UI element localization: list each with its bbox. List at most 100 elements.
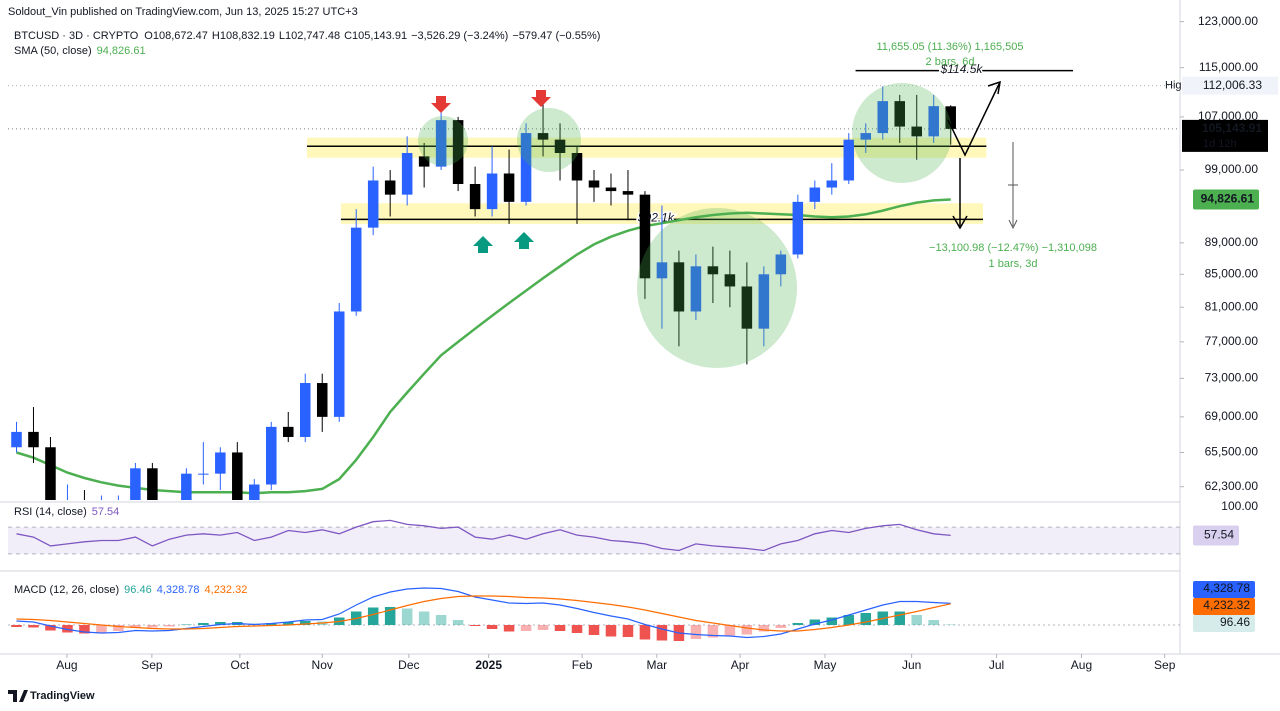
macd-histogram bbox=[571, 625, 583, 633]
candle-body bbox=[249, 484, 260, 500]
sma-box-label: 94,826.61 bbox=[1201, 192, 1255, 206]
macd-box bbox=[1193, 598, 1255, 615]
macd-box bbox=[1193, 581, 1255, 598]
x-tick-label: Feb bbox=[572, 658, 593, 672]
signal-value: 4,232.32 bbox=[205, 584, 248, 596]
macd-histogram bbox=[401, 608, 413, 625]
y-tick-label: 123,000.00 bbox=[1198, 14, 1258, 28]
macd-histogram bbox=[605, 625, 617, 637]
candle-body bbox=[826, 180, 838, 188]
publisher: Soldout_Vin published on TradingView.com… bbox=[8, 6, 358, 18]
x-tick-label: May bbox=[814, 658, 837, 672]
rsi-band bbox=[8, 527, 1180, 554]
price-box bbox=[1182, 119, 1268, 152]
macd-histogram bbox=[537, 625, 549, 630]
price-box-tag: 1d 12h bbox=[1203, 138, 1237, 150]
candle-body bbox=[266, 426, 277, 485]
macd-histogram bbox=[28, 625, 39, 628]
high: H108,832.19 bbox=[212, 30, 275, 42]
macd-histogram bbox=[486, 625, 498, 629]
x-tick-label: 2025 bbox=[475, 658, 502, 672]
candle-body bbox=[435, 120, 447, 167]
candle-body bbox=[537, 133, 549, 140]
macd-histogram bbox=[826, 617, 838, 625]
macd-histogram bbox=[622, 625, 634, 637]
symbol-line: BTCUSD · 3D · CRYPTO O108,672.47 H108,832.… bbox=[14, 30, 600, 42]
candle-body bbox=[130, 468, 141, 500]
x-tick-label: Jul bbox=[989, 658, 1004, 672]
macd-histogram bbox=[520, 625, 532, 631]
candle-body bbox=[945, 106, 956, 129]
x-tick-label: Dec bbox=[398, 658, 419, 672]
symbol: BTCUSD · 3D · CRYPTO bbox=[14, 30, 139, 42]
change: −3,526.29 (−3.24%) bbox=[411, 30, 508, 42]
x-tick-label: Aug bbox=[1071, 658, 1092, 672]
candle-body bbox=[452, 120, 464, 184]
macd-histogram bbox=[45, 625, 56, 631]
arrow-head bbox=[1008, 219, 1018, 230]
macd-histogram bbox=[367, 607, 379, 625]
macd-histogram bbox=[435, 615, 447, 625]
y-tick-label: 89,000.00 bbox=[1205, 235, 1259, 249]
rsi-value: 57.54 bbox=[92, 506, 120, 518]
candle-body bbox=[232, 452, 243, 500]
candle-body bbox=[656, 262, 668, 279]
candle-body bbox=[860, 133, 872, 140]
candle-body bbox=[758, 274, 770, 329]
macd-histogram bbox=[11, 625, 22, 627]
down-arrow bbox=[531, 90, 551, 107]
sma-legend: SMA (50, close) 94,826.61 bbox=[14, 45, 146, 57]
macd-hist-value: 96.46 bbox=[124, 584, 152, 596]
macd-histogram bbox=[147, 625, 158, 628]
header: Soldout_Vin published on TradingView.com… bbox=[8, 6, 600, 596]
macd-box-label: 4,232.32 bbox=[1203, 598, 1250, 612]
macd-histogram bbox=[741, 625, 753, 635]
candle-body bbox=[571, 152, 583, 181]
arrow-head bbox=[987, 80, 1001, 95]
macd-histogram bbox=[384, 607, 396, 625]
macd-histogram bbox=[215, 622, 226, 625]
price-box-label: 112,006.33 bbox=[1203, 78, 1262, 92]
rsi-pane bbox=[8, 519, 1180, 555]
macd-histogram bbox=[62, 625, 73, 633]
candle-body bbox=[928, 106, 939, 137]
x-tick-label: Sep bbox=[1154, 658, 1176, 672]
macd-histogram bbox=[113, 625, 124, 631]
macd-line bbox=[16, 587, 951, 639]
brand: TradingView bbox=[30, 690, 95, 702]
highlight-circle bbox=[852, 83, 952, 183]
macd-histogram bbox=[911, 615, 922, 625]
macd-legend: MACD (12, 26, close) 96.46 4,328.78 4,232.3… bbox=[14, 584, 247, 596]
candle-body bbox=[45, 447, 56, 500]
macd-histogram bbox=[724, 625, 736, 636]
macd-histogram bbox=[656, 625, 668, 641]
rsi-line bbox=[16, 519, 951, 552]
highlight-circle bbox=[418, 116, 468, 166]
macd-histogram bbox=[418, 611, 430, 625]
macd-histogram bbox=[299, 621, 311, 625]
measure-label: 2 bars, 6d bbox=[926, 56, 975, 68]
macd-histogram bbox=[894, 611, 906, 625]
macd-histogram bbox=[503, 625, 515, 632]
macd-histogram bbox=[860, 613, 872, 625]
rsi-box-label: 57.54 bbox=[1204, 528, 1234, 542]
y-tick-label: 85,000.00 bbox=[1205, 266, 1259, 280]
macd-box-label: 4,328.78 bbox=[1203, 581, 1250, 595]
close: C105,143.91 bbox=[344, 30, 407, 42]
macd-name: MACD (12, 26, close) bbox=[14, 584, 119, 596]
macd-histogram bbox=[79, 625, 90, 634]
signal-line bbox=[16, 595, 951, 632]
candle-body bbox=[401, 152, 413, 195]
measure-label: 1 bars, 3d bbox=[989, 258, 1038, 270]
sma-box bbox=[1193, 189, 1259, 210]
macd-histogram bbox=[639, 625, 651, 640]
candle-body bbox=[28, 431, 39, 448]
candle-body bbox=[724, 274, 736, 287]
y-tick-label: 77,000.00 bbox=[1205, 334, 1259, 348]
change: −579.47 (−0.55%) bbox=[512, 30, 600, 42]
candle-body bbox=[639, 194, 651, 279]
candle-body bbox=[741, 286, 753, 329]
support-zone bbox=[306, 137, 987, 158]
y-tick-label: 81,000.00 bbox=[1205, 299, 1259, 313]
